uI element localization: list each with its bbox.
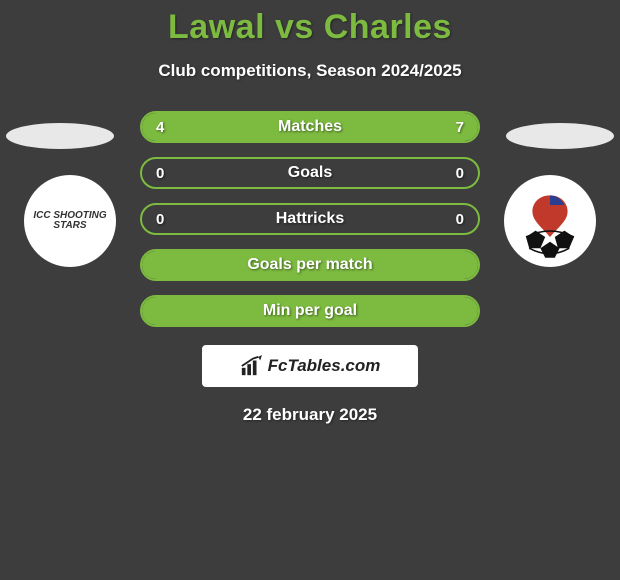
stats-rows: 4 Matches 7 0 Goals 0 0 Hattricks 0 Goal… — [140, 111, 480, 387]
brand-chart-icon — [240, 355, 262, 377]
stat-right-value: 0 — [456, 165, 464, 182]
stat-row-matches: 4 Matches 7 — [140, 111, 480, 143]
brand-text: FcTables.com — [268, 356, 381, 376]
stat-row-goals: 0 Goals 0 — [140, 157, 480, 189]
stat-row-min-per-goal: Min per goal — [140, 295, 480, 327]
subtitle: Club competitions, Season 2024/2025 — [0, 61, 620, 81]
stat-left-value: 0 — [156, 211, 164, 228]
stat-right-value: 7 — [456, 119, 464, 136]
stats-container: 4 Matches 7 0 Goals 0 0 Hattricks 0 Goal… — [0, 111, 620, 387]
stat-label: Goals per match — [247, 256, 372, 274]
stat-label: Goals — [288, 164, 332, 182]
stat-label: Hattricks — [276, 210, 344, 228]
stat-right-value: 0 — [456, 211, 464, 228]
footer-date: 22 february 2025 — [0, 405, 620, 425]
brand-box[interactable]: FcTables.com — [202, 345, 418, 387]
stat-label: Matches — [278, 118, 342, 136]
stat-row-goals-per-match: Goals per match — [140, 249, 480, 281]
stat-left-value: 4 — [156, 119, 164, 136]
stat-label: Min per goal — [263, 302, 357, 320]
stat-row-hattricks: 0 Hattricks 0 — [140, 203, 480, 235]
page-title: Lawal vs Charles — [0, 0, 620, 47]
stat-left-value: 0 — [156, 165, 164, 182]
